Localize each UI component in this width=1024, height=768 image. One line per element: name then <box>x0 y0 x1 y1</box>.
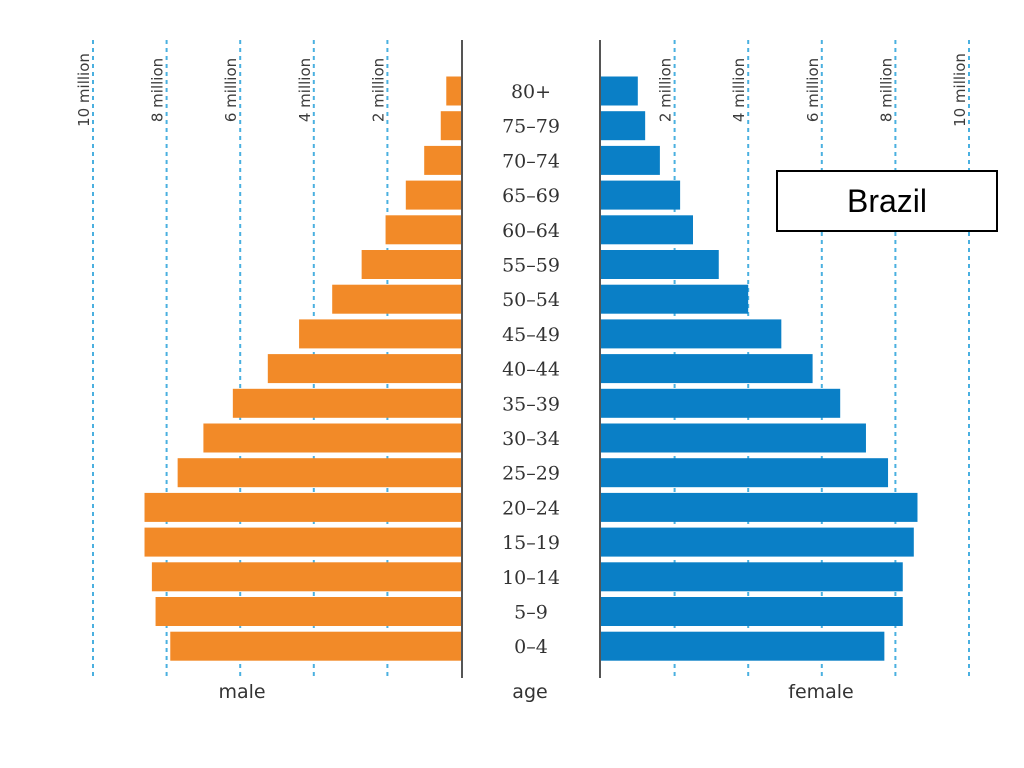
age-group-label-13: 15–19 <box>502 532 560 554</box>
male-bar-15 <box>155 597 461 626</box>
female-axis-title: female <box>788 681 854 703</box>
male-bar-5 <box>361 250 461 279</box>
male-tick-label-2: 2 million <box>369 58 387 122</box>
age-group-label-10: 30–34 <box>502 428 560 450</box>
female-bar-15 <box>601 597 903 626</box>
male-tick-label-8: 8 million <box>149 58 167 122</box>
male-tick-label-10: 10 million <box>75 53 93 127</box>
female-bar-9 <box>601 388 841 418</box>
age-axis-title: age <box>512 681 547 703</box>
country-name: Brazil <box>846 182 927 219</box>
male-bar-0 <box>446 76 461 106</box>
age-group-label-1: 75–79 <box>502 116 560 138</box>
female-bar-0 <box>601 76 638 106</box>
age-group-label-14: 10–14 <box>502 567 560 589</box>
female-bar-7 <box>601 319 782 349</box>
male-bar-16 <box>170 631 461 661</box>
female-tick-label-2: 2 million <box>657 58 675 122</box>
age-group-label-16: 0–4 <box>514 636 548 658</box>
male-bar-13 <box>144 527 461 557</box>
male-bar-3 <box>405 180 461 210</box>
age-group-label-9: 35–39 <box>502 393 560 415</box>
female-bar-4 <box>601 215 693 245</box>
male-bar-8 <box>267 354 461 384</box>
female-bar-8 <box>601 354 813 384</box>
male-bar-4 <box>385 215 461 245</box>
age-group-label-4: 60–64 <box>502 220 560 242</box>
male-tick-label-6: 6 million <box>222 58 240 122</box>
male-bar-12 <box>144 492 461 522</box>
age-group-label-0: 80+ <box>511 81 551 103</box>
male-bar-10 <box>203 423 461 453</box>
age-group-label-2: 70–74 <box>502 150 560 172</box>
age-group-label-12: 20–24 <box>502 497 560 519</box>
age-group-label-8: 40–44 <box>502 359 560 381</box>
male-bar-1 <box>440 111 461 141</box>
male-bar-2 <box>424 145 461 175</box>
country-label-box: Brazil <box>776 170 998 232</box>
female-tick-label-10: 10 million <box>951 53 969 127</box>
male-tick-label-4: 4 million <box>296 58 314 122</box>
female-bar-14 <box>601 562 903 592</box>
labels: male age female 2 million 2 million 4 mill… <box>75 53 969 703</box>
male-bar-6 <box>332 284 461 314</box>
female-bar-13 <box>601 527 914 557</box>
age-group-label-7: 45–49 <box>502 324 560 346</box>
male-bar-14 <box>151 562 461 592</box>
female-bar-16 <box>601 631 885 661</box>
axes <box>461 40 601 678</box>
age-group-label-5: 55–59 <box>502 255 560 277</box>
male-bar-11 <box>177 458 461 488</box>
female-bar-10 <box>601 423 866 453</box>
female-bar-5 <box>601 250 719 279</box>
male-bar-9 <box>232 388 461 418</box>
age-group-label-6: 50–54 <box>502 289 560 311</box>
female-tick-label-4: 4 million <box>730 58 748 122</box>
age-group-label-3: 65–69 <box>502 185 560 207</box>
female-tick-label-8: 8 million <box>877 58 895 122</box>
female-bar-1 <box>601 111 646 141</box>
male-axis-title: male <box>218 681 265 703</box>
female-tick-label-6: 6 million <box>804 58 822 122</box>
age-group-label-11: 25–29 <box>502 463 560 485</box>
female-bar-3 <box>601 180 681 210</box>
bars <box>144 76 918 661</box>
female-bar-6 <box>601 284 749 314</box>
female-bar-11 <box>601 458 889 488</box>
female-bar-2 <box>601 145 660 175</box>
age-group-label-15: 5–9 <box>514 602 548 624</box>
female-bar-12 <box>601 492 918 522</box>
male-bar-7 <box>299 319 461 349</box>
